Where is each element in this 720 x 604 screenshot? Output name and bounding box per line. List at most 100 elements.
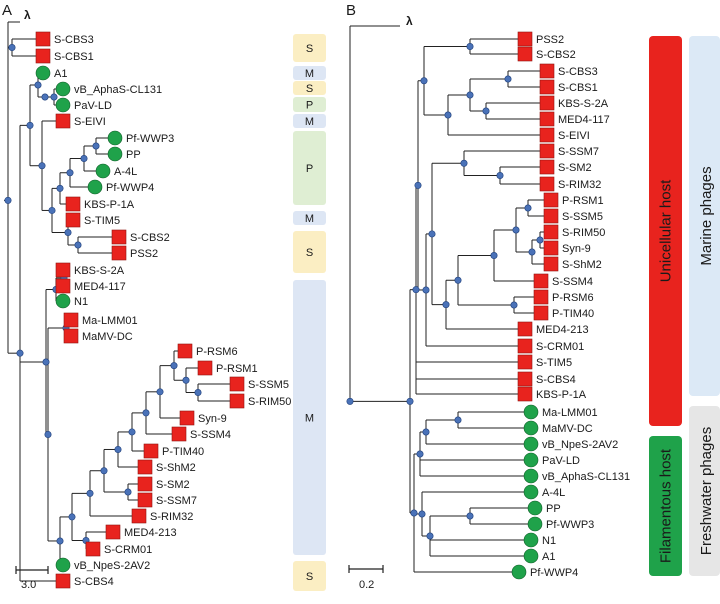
panel-b-bootstrap-node <box>346 397 354 405</box>
habitat-bar-p: P <box>293 97 326 112</box>
habitat-bar-p: P <box>293 131 326 205</box>
panel-b-bootstrap-node <box>482 107 490 115</box>
panel-b-leaf-p-rsm1: P-RSM1 <box>543 192 604 208</box>
leaf-label: S-SM2 <box>156 479 190 491</box>
leaf-label: PSS2 <box>130 248 158 260</box>
panel-b-bootstrap-node <box>536 236 544 244</box>
panel-b-leaf-pav-ld: PaV-LD <box>523 452 580 468</box>
leaf-label: S-CBS3 <box>54 34 94 46</box>
filamentous-host-marker-icon <box>527 516 543 532</box>
panel-b: PSS2 S-CBS2 S-CBS3 S-CBS1 KBS-S-2A MED4-117 S-… <box>346 14 720 591</box>
leaf-label: vB_NpeS-2AV2 <box>74 560 150 572</box>
unicellular-host-marker-icon <box>543 240 559 256</box>
unicellular-host-marker-icon <box>137 492 153 508</box>
leaf-label: MaMV-DC <box>542 423 593 435</box>
leaf-label: S-SSM4 <box>190 429 231 441</box>
panel-a-leaves: S-CBS3 S-CBS1 A1 vB_AphaS-CL131 PaV-LD S-EIVI… <box>35 31 291 589</box>
panel-a-leaf-p-tim40: P-TIM40 <box>143 443 204 459</box>
panel-b-bootstrap-node <box>422 428 430 436</box>
habitat-bar-marine: Marine phages <box>689 36 720 396</box>
panel-a-leaf-n1: N1 <box>55 293 88 309</box>
unicellular-host-marker-icon <box>55 113 71 129</box>
unicellular-host-marker-icon <box>137 476 153 492</box>
filamentous-host-marker-icon <box>107 146 123 162</box>
leaf-label: S-TIM5 <box>84 215 120 227</box>
leaf-label: A-4L <box>114 166 137 178</box>
panel-a-leaf-mamv-dc: MaMV-DC <box>63 328 133 344</box>
unicellular-host-marker-icon <box>539 111 555 127</box>
habitat-bar-m: M <box>293 66 326 80</box>
unicellular-host-marker-icon <box>111 245 127 261</box>
unicellular-host-marker-icon <box>35 48 51 64</box>
filamentous-host-marker-icon <box>87 179 103 195</box>
habitat-bar-label: M <box>305 213 314 225</box>
panel-b-bootstrap-node <box>444 111 452 119</box>
panel-a-leaf-s-rim50: S-RIM50 <box>229 393 291 409</box>
panel-b-bootstrap-node <box>418 510 426 518</box>
leaf-label: KBS-P-1A <box>536 389 587 401</box>
panel-a-leaf-pf-wwp4: Pf-WWP4 <box>87 179 154 195</box>
panel-a-leaf-vb-aphas-cl131: vB_AphaS-CL131 <box>55 81 162 97</box>
habitat-bar-label: P <box>306 100 313 112</box>
unicellular-host-marker-icon <box>55 278 71 294</box>
panel-a-leaf-a1: A1 <box>35 65 67 81</box>
habitat-bar-m: M <box>293 280 326 555</box>
leaf-label: P-RSM1 <box>562 195 604 207</box>
filamentous-host-marker-icon <box>523 452 539 468</box>
habitat-bar-label: S <box>306 83 313 95</box>
leaf-label: S-CBS1 <box>558 82 598 94</box>
panel-a-bootstrap-node <box>8 43 16 51</box>
panel-a-leaf-s-ssm5: S-SSM5 <box>229 376 289 392</box>
unicellular-host-marker-icon <box>143 443 159 459</box>
panel-b-leaf-s-sm2: S-SM2 <box>539 159 592 175</box>
leaf-label: Pf-WWP4 <box>530 567 578 579</box>
panel-b-scale-label: 0.2 <box>359 579 374 591</box>
habitat-bar-m: M <box>293 211 326 225</box>
filamentous-host-marker-icon <box>523 548 539 564</box>
panel-label-a: A <box>2 2 12 19</box>
leaf-label: S-ShM2 <box>156 462 196 474</box>
leaf-label: MaMV-DC <box>82 331 133 343</box>
leaf-label: P-TIM40 <box>552 308 594 320</box>
panel-b-group-bars: Unicellular host Filamentous host Marine p… <box>649 36 720 576</box>
habitat-bar-label: M <box>305 116 314 128</box>
leaf-label: S-SSM5 <box>562 211 603 223</box>
panel-b-leaf-ma-lmm01: Ma-LMM01 <box>523 404 598 420</box>
leaf-label: S-CBS4 <box>536 374 576 386</box>
panel-b-branches <box>349 25 544 573</box>
panel-a-leaf-kbs-s-2a: KBS-S-2A <box>55 262 125 278</box>
panel-b-bootstrap-node <box>410 509 418 517</box>
panel-b-leaf-s-rim50: S-RIM50 <box>543 224 605 240</box>
leaf-label: S-RIM50 <box>562 227 605 239</box>
leaf-label: S-TIM5 <box>536 357 572 369</box>
panel-b-leaf-s-cbs2: S-CBS2 <box>517 46 576 62</box>
panel-b-leaf-kbs-s-2a: KBS-S-2A <box>539 95 609 111</box>
leaf-label: Syn-9 <box>562 243 591 255</box>
panel-b-leaf-s-ssm5: S-SSM5 <box>543 208 603 224</box>
panel-b-bootstrap-node <box>454 416 462 424</box>
panel-b-bootstrap-node <box>414 181 422 189</box>
filamentous-host-marker-icon <box>523 420 539 436</box>
panel-b-bootstrap-node <box>428 230 436 238</box>
panel-b-leaves: PSS2 S-CBS2 S-CBS3 S-CBS1 KBS-S-2A MED4-117 S-… <box>511 31 630 580</box>
unicellular-host-marker-icon <box>543 192 559 208</box>
leaf-label: PaV-LD <box>74 100 112 112</box>
panel-a-leaf-s-sm2: S-SM2 <box>137 476 190 492</box>
habitat-bar-label: S <box>306 43 313 55</box>
leaf-label: MED4-213 <box>124 527 177 539</box>
panel-b-leaf-pss2: PSS2 <box>517 31 564 47</box>
leaf-label: S-SM2 <box>558 162 592 174</box>
panel-a-leaf-s-cbs1: S-CBS1 <box>35 48 94 64</box>
panel-a-leaf-s-rim32: S-RIM32 <box>131 508 193 524</box>
panel-b-leaf-syn-9: Syn-9 <box>543 240 591 256</box>
panel-b-bootstrap-node <box>416 450 424 458</box>
panel-a-leaf-med4-213: MED4-213 <box>105 524 177 540</box>
habitat-bar-s: S <box>293 561 326 591</box>
unicellular-host-marker-icon <box>55 262 71 278</box>
host-bar-label: Unicellular host <box>658 179 675 282</box>
unicellular-host-marker-icon <box>229 376 245 392</box>
unicellular-host-marker-icon <box>517 321 533 337</box>
leaf-label: S-CBS1 <box>54 51 94 63</box>
panel-a-bootstrap-node <box>66 169 74 177</box>
